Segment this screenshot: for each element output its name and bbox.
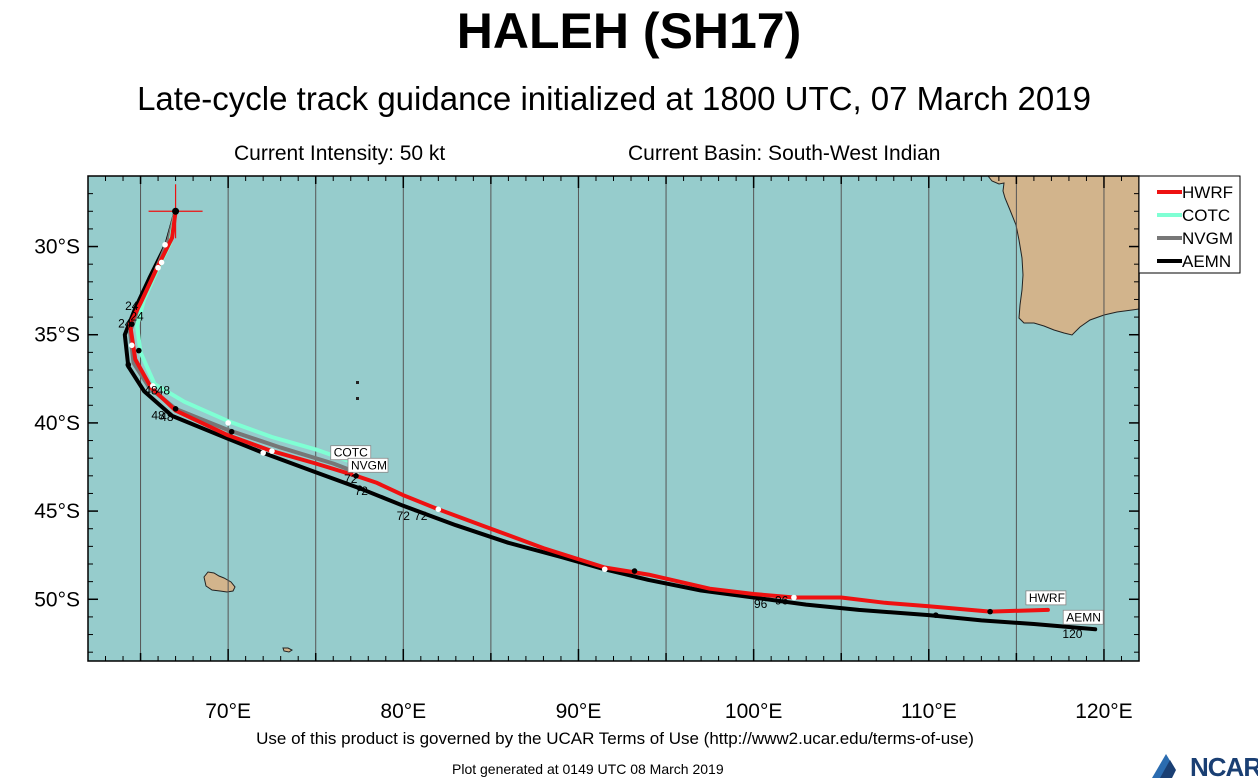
lat-tick-label: 45°S bbox=[34, 500, 80, 523]
current-basin: Current Basin: South-West Indian bbox=[628, 142, 941, 165]
ocean-background bbox=[88, 176, 1139, 661]
map-subtitle: Late-cycle track guidance initialized at… bbox=[137, 80, 1091, 117]
end-label-aemn: AEMN bbox=[1062, 609, 1104, 625]
terms-of-use: Use of this product is governed by the U… bbox=[256, 729, 974, 748]
australia-land bbox=[987, 176, 1139, 336]
svg-text:COTC: COTC bbox=[334, 446, 368, 460]
current-intensity: Current Intensity: 50 kt bbox=[234, 142, 446, 165]
forecast-hour-label: 72 bbox=[344, 472, 358, 486]
lon-tick-label: 110°E bbox=[901, 700, 957, 723]
forecast-hour-label: 96 bbox=[775, 594, 789, 608]
legend-label-hwrf: HWRF bbox=[1182, 183, 1233, 202]
forecast-hour-label: 24 bbox=[125, 299, 139, 313]
lat-tick-label: 30°S bbox=[34, 236, 80, 259]
lon-tick-label: 100°E bbox=[725, 700, 782, 723]
legend-label-aemn: AEMN bbox=[1182, 252, 1231, 271]
forecast-hour-label: 48 bbox=[160, 410, 174, 424]
legend-label-cotc: COTC bbox=[1182, 206, 1230, 225]
axis-tick-labels: 70°E 80°E 90°E 100°E 110°E 120°E 30°S 35°S 40°S 4… bbox=[34, 236, 1132, 723]
track-point-cotc bbox=[158, 259, 165, 266]
track-point-hwrf bbox=[987, 608, 993, 615]
model-tracks bbox=[122, 209, 1098, 632]
map-title: HALEH (SH17) bbox=[456, 3, 802, 59]
track-point-aemn bbox=[125, 361, 132, 368]
forecast-hour-label: 72 bbox=[355, 484, 369, 498]
svg-text:AEMN: AEMN bbox=[1066, 610, 1101, 624]
track-point-aemn bbox=[601, 566, 608, 573]
track-point-hwrf bbox=[791, 594, 797, 601]
end-label-nvgm: NVGM bbox=[347, 457, 389, 473]
track-point-aemn bbox=[260, 450, 266, 456]
forecast-hour-label: 96 bbox=[754, 597, 768, 611]
end-label-cotc: COTC bbox=[330, 445, 372, 461]
svg-text:HWRF: HWRF bbox=[1029, 591, 1065, 605]
track-point-aemn bbox=[162, 241, 168, 248]
amsterdam-island bbox=[356, 381, 359, 384]
initial-position-marker bbox=[148, 184, 203, 239]
track-point-aemn bbox=[356, 485, 363, 491]
track-point-cotc bbox=[135, 347, 142, 354]
track-point-nvgm bbox=[128, 342, 135, 349]
forecast-hour-label: 120 bbox=[1062, 627, 1082, 641]
forecast-hour-label: 48 bbox=[144, 384, 158, 398]
forecast-hour-label: 48 bbox=[151, 408, 165, 422]
track-point-hwrf bbox=[155, 264, 161, 271]
svg-text:NVGM: NVGM bbox=[351, 458, 387, 472]
heard-island bbox=[282, 647, 293, 653]
track-point-cotc bbox=[225, 420, 231, 426]
track-point-aemn bbox=[933, 612, 939, 618]
lon-tick-label: 80°E bbox=[380, 700, 426, 723]
lat-tick-label: 35°S bbox=[34, 324, 80, 347]
track-aemn bbox=[122, 209, 1098, 632]
st-paul-island bbox=[356, 397, 359, 400]
track-point-hwrf bbox=[435, 506, 442, 513]
plot-generated: Plot generated at 0149 UTC 08 March 2019 bbox=[452, 761, 724, 777]
forecast-hour-label: 72 bbox=[397, 509, 411, 523]
ncar-logo-text: NCAR bbox=[1190, 752, 1258, 782]
track-point-hwrf bbox=[269, 448, 275, 454]
track-point-hwrf bbox=[228, 428, 235, 435]
forecast-hour-label: 48 bbox=[157, 384, 171, 398]
graticule bbox=[140, 176, 1105, 661]
lat-tick-label: 50°S bbox=[34, 588, 80, 611]
legend-box bbox=[1138, 175, 1241, 274]
forecast-hour-label: 72 bbox=[414, 509, 428, 523]
track-hwrf bbox=[128, 209, 1050, 614]
lon-tick-label: 120°E bbox=[1075, 700, 1132, 723]
legend: HWRF COTC NVGM AEMN bbox=[1138, 175, 1241, 274]
lat-tick-label: 40°S bbox=[34, 412, 80, 435]
axis-ticks bbox=[88, 176, 1139, 661]
kerguelen-island bbox=[203, 571, 236, 593]
storm-center bbox=[172, 207, 180, 215]
lon-tick-label: 70°E bbox=[205, 700, 251, 723]
ncar-logo-icon bbox=[1152, 754, 1176, 778]
track-point-hwrf bbox=[128, 321, 135, 327]
forecast-hour-label: 24 bbox=[118, 317, 132, 331]
legend-label-nvgm: NVGM bbox=[1182, 229, 1233, 248]
track-point-hwrf bbox=[631, 568, 638, 574]
track-point-hwrf bbox=[353, 473, 359, 479]
track-point-hwrf bbox=[150, 383, 156, 389]
track-point-nvgm bbox=[172, 406, 179, 412]
forecast-hour-label: 24 bbox=[130, 310, 144, 324]
lon-tick-label: 90°E bbox=[556, 700, 602, 723]
end-label-hwrf: HWRF bbox=[1025, 590, 1067, 606]
